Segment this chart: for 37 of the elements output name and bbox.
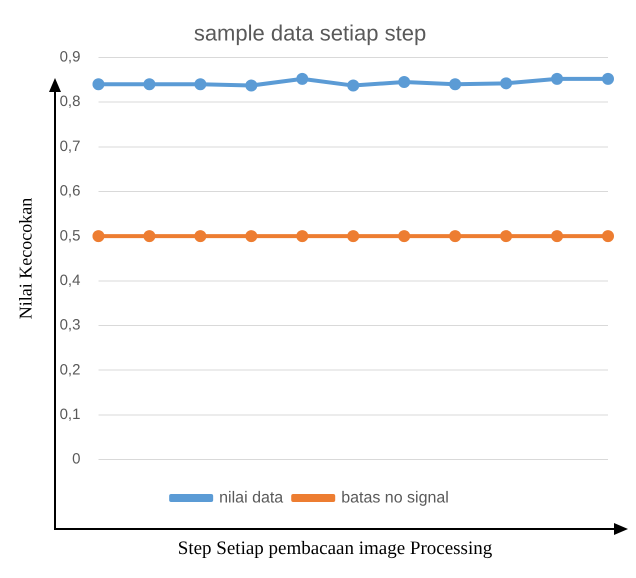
chart-title: sample data setiap step [194,20,426,46]
y-tick-label: 0,7 [60,138,80,155]
y-axis-title: Nilai Kecocokan [16,198,36,320]
point [602,230,614,242]
y-tick-label: 0,5 [60,227,80,244]
point [500,77,512,90]
point [143,230,156,242]
y-tick-label: 0 [72,450,80,468]
point [194,78,206,90]
point [92,78,104,90]
point [602,72,614,85]
point [245,230,258,242]
point [347,230,360,242]
y-tick-label: 0,8 [60,93,80,110]
y-tick-label: 0,3 [60,316,80,334]
x-axis-title: Step Setiap pembacaan image Processing [176,538,494,560]
point [296,72,308,85]
legend-label: nilai data [219,489,284,506]
point [398,76,410,88]
point [398,230,410,242]
point [449,78,462,90]
point [92,230,104,242]
point [449,230,462,242]
point [296,230,308,242]
y-tick-label: 0,9 [60,48,80,66]
point [551,230,564,242]
point [551,72,564,85]
y-tick-label: 0,6 [60,182,80,200]
point [500,230,512,242]
point [245,80,258,92]
legend-label: batas no signal [341,489,449,506]
y-tick-label: 0,2 [60,361,80,378]
y-tick-label: 0,1 [60,406,80,424]
point [143,78,156,90]
y-tick-label: 0,4 [60,272,80,289]
point [194,230,206,242]
point [347,80,360,92]
